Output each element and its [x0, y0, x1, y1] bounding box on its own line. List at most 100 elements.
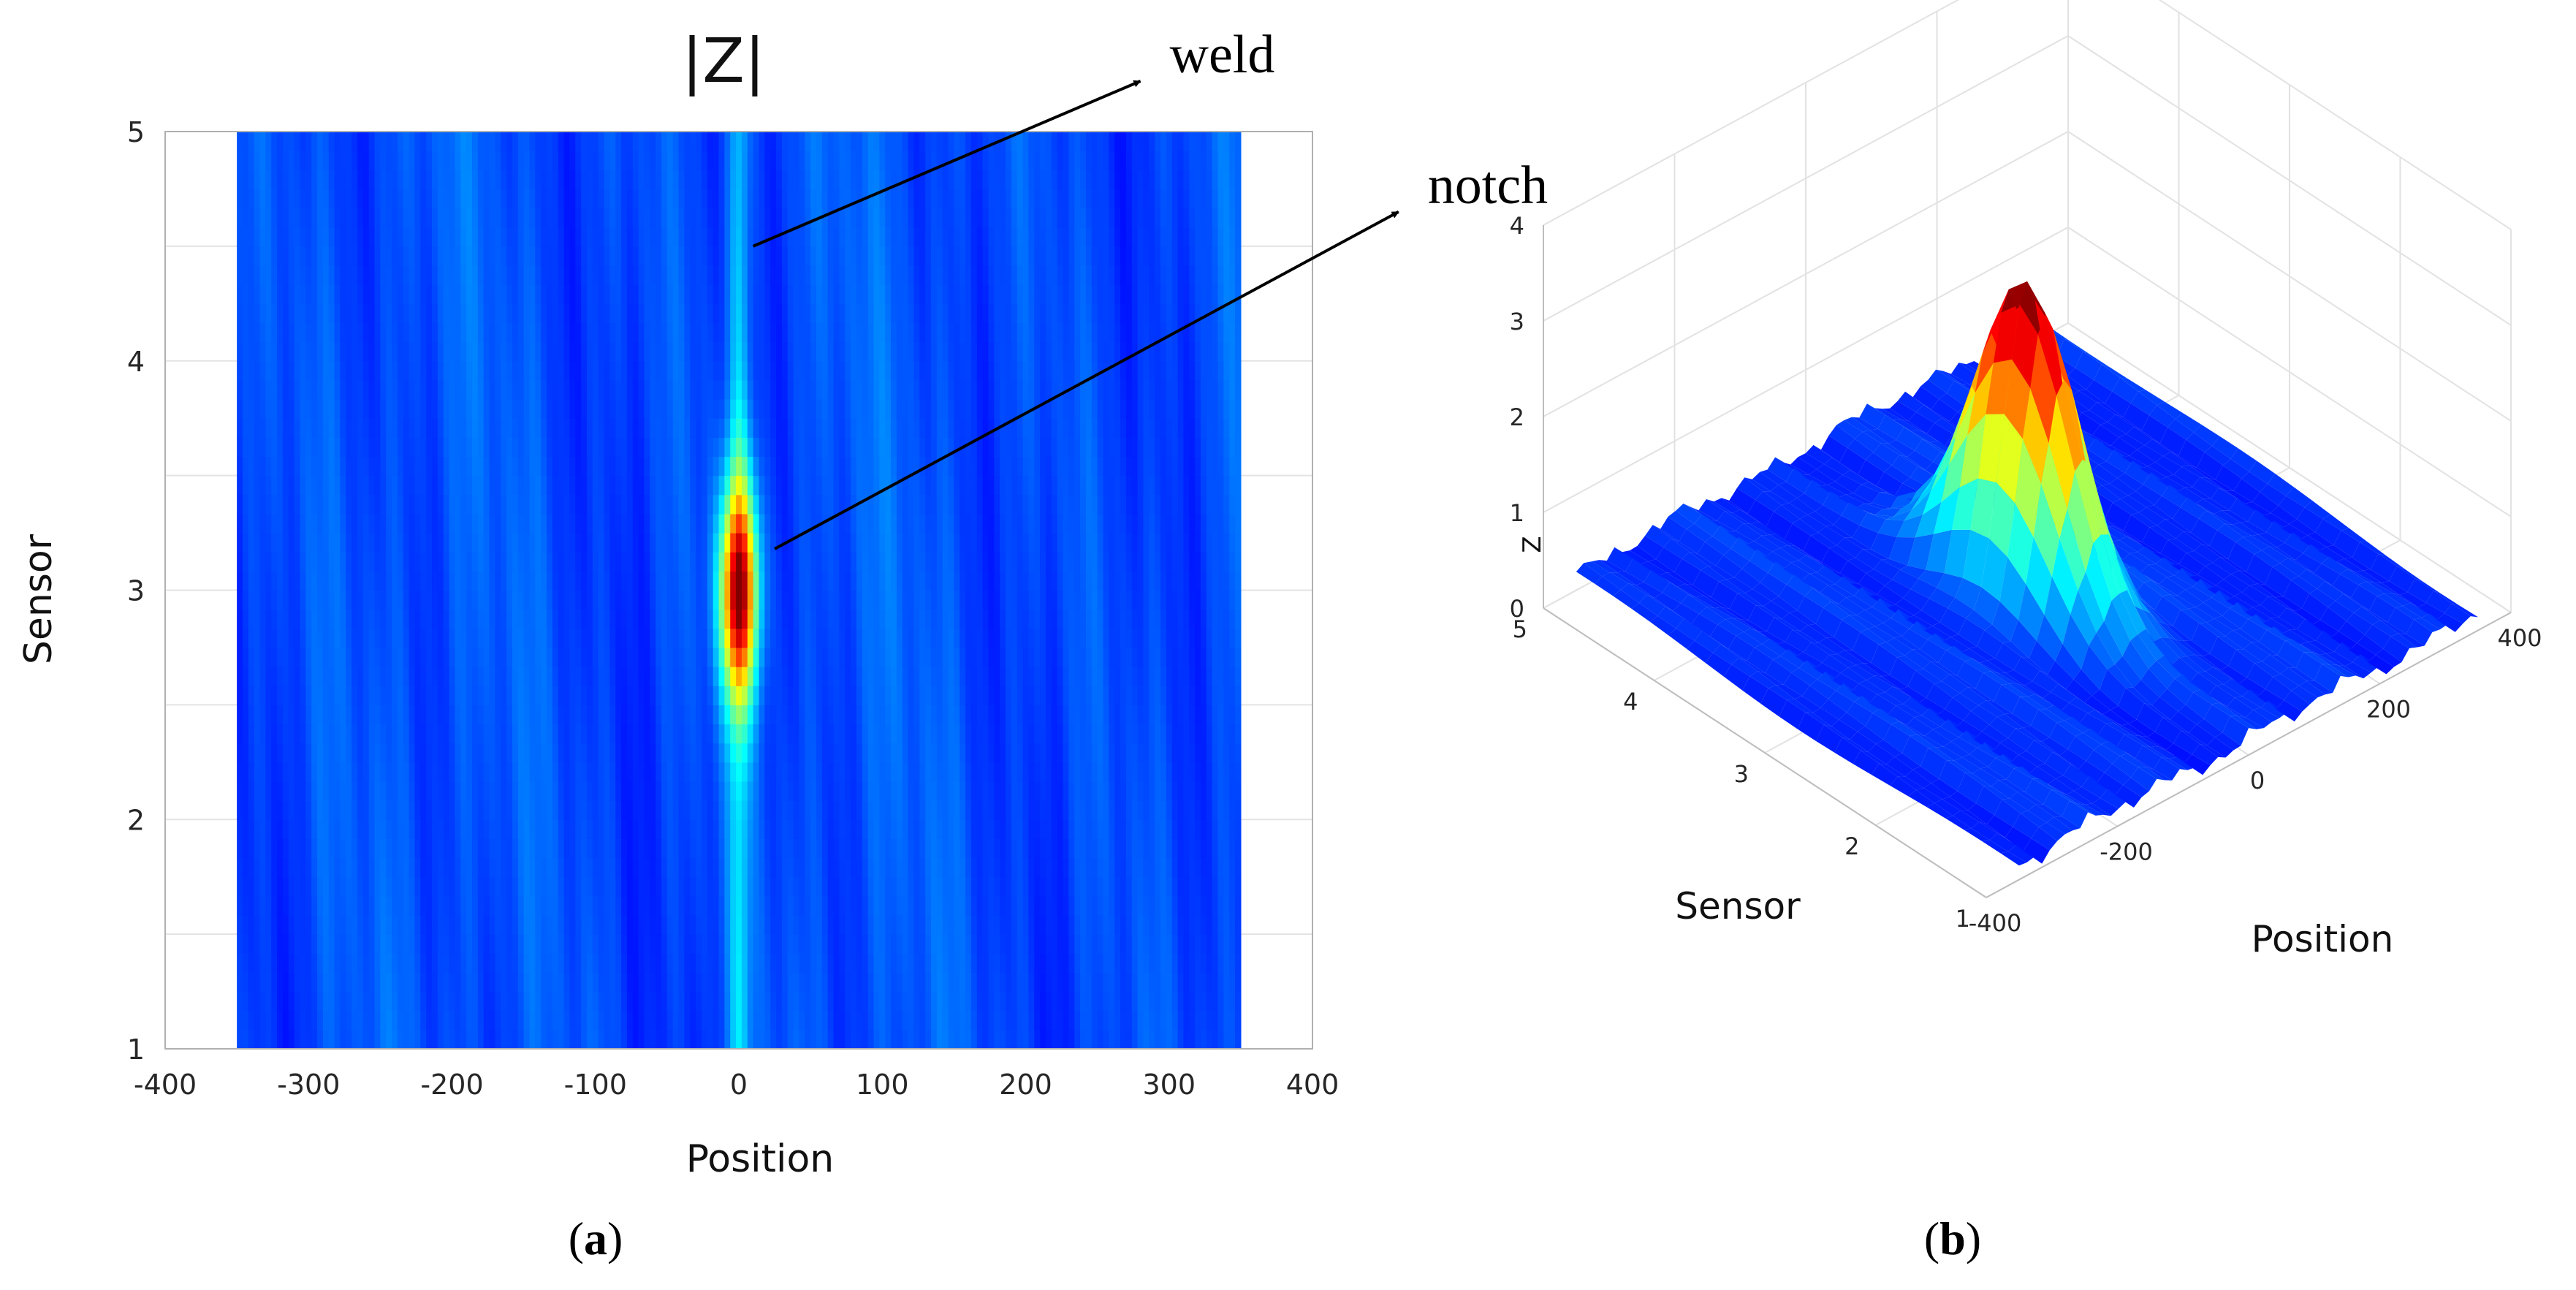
- heatmap-cell: [661, 170, 668, 190]
- heatmap-cell: [517, 341, 525, 362]
- heatmap-cell: [437, 494, 444, 515]
- heatmap-cell: [604, 934, 610, 954]
- heatmap-cell: [718, 667, 725, 686]
- heatmap-cell: [328, 246, 335, 266]
- heatmap-cell: [609, 303, 616, 324]
- heatmap-cell: [615, 934, 622, 954]
- heatmap-cell: [569, 1010, 576, 1031]
- heatmap-cell: [730, 571, 737, 591]
- heatmap-cell: [259, 838, 266, 859]
- heatmap-cell: [678, 991, 685, 1012]
- heatmap-cell: [764, 838, 771, 859]
- heatmap-cell: [368, 208, 376, 228]
- heatmap-cell: [741, 934, 748, 954]
- heatmap-cell: [352, 895, 358, 916]
- heatmap-cell: [352, 934, 358, 954]
- heatmap-cell: [701, 322, 708, 343]
- heatmap-cell: [672, 934, 680, 954]
- heatmap-cell: [352, 303, 358, 324]
- heatmap-cell: [558, 533, 565, 553]
- heatmap-cell: [776, 284, 783, 304]
- heatmap-cell: [787, 379, 794, 400]
- heatmap-cell: [277, 227, 284, 247]
- heatmap-cell: [426, 456, 433, 477]
- heatmap-cell: [265, 437, 272, 458]
- heatmap-cell: [437, 895, 444, 916]
- heatmap-cell: [718, 399, 725, 419]
- heatmap-cell: [409, 360, 416, 381]
- heatmap-cell: [805, 857, 811, 878]
- heatmap-cell: [632, 399, 639, 419]
- heatmap-cell: [443, 475, 450, 496]
- heatmap-cell: [449, 513, 456, 534]
- heatmap-cell: [626, 914, 634, 935]
- heatmap-cell: [368, 972, 376, 993]
- heatmap-cell: [443, 227, 450, 247]
- heatmap-cell: [495, 934, 501, 954]
- heatmap-cell: [632, 724, 639, 744]
- heatmap-cell: [621, 667, 628, 686]
- heatmap-cell: [632, 590, 639, 610]
- heatmap-cell: [661, 265, 668, 285]
- heatmap-cell: [397, 857, 404, 878]
- heatmap-cell: [805, 838, 811, 859]
- heatmap-cell: [821, 227, 829, 247]
- heatmap-cell: [644, 322, 650, 343]
- heatmap-cell: [535, 972, 542, 993]
- heatmap-cell: [586, 705, 593, 725]
- heatmap-cell: [506, 934, 513, 954]
- heatmap-cell: [724, 705, 731, 725]
- heatmap-cell: [294, 399, 301, 419]
- heatmap-cell: [575, 895, 582, 916]
- heatmap-cell: [317, 571, 324, 591]
- heatmap-cell: [656, 972, 662, 993]
- heatmap-cell: [392, 686, 398, 705]
- heatmap-cell: [386, 800, 392, 820]
- heatmap-cell: [311, 705, 318, 725]
- heatmap-cell: [598, 399, 605, 419]
- heatmap-cell: [672, 571, 680, 591]
- heatmap-cell: [437, 838, 444, 859]
- heatmap-cell: [615, 246, 622, 266]
- heatmap-cell: [736, 246, 742, 266]
- heatmap-cell: [770, 284, 777, 304]
- heatmap-cell: [626, 1029, 634, 1050]
- heatmap-cell: [414, 552, 421, 572]
- heatmap-cell: [288, 762, 295, 782]
- heatmap-cell: [672, 609, 680, 629]
- heatmap-cell: [455, 762, 461, 782]
- heatmap-cell: [368, 953, 376, 974]
- heatmap-cell: [305, 972, 312, 993]
- heatmap-cell: [305, 857, 312, 878]
- heatmap-cell: [317, 590, 324, 610]
- heatmap-cell: [604, 341, 610, 362]
- heatmap-cell: [443, 781, 450, 801]
- heatmap-cell: [713, 494, 720, 515]
- heatmap-cell: [346, 341, 352, 362]
- heatmap-cell: [523, 705, 531, 725]
- heatmap-cell: [776, 953, 783, 974]
- heatmap-cell: [471, 1029, 479, 1050]
- heatmap-cell: [799, 475, 805, 496]
- heatmap-cell: [558, 724, 565, 744]
- heatmap-cell: [380, 705, 387, 725]
- heatmap-cell: [409, 705, 416, 725]
- heatmap-cell: [747, 781, 754, 801]
- heatmap-cell: [477, 934, 485, 954]
- heatmap-cell: [403, 227, 410, 247]
- heatmap-cell: [403, 494, 410, 515]
- heatmap-cell: [386, 399, 392, 419]
- heatmap-cell: [759, 686, 765, 705]
- heatmap-cell: [242, 972, 249, 993]
- heatmap-cell: [799, 705, 805, 725]
- heatmap-cell: [380, 991, 387, 1012]
- heatmap-cell: [340, 456, 346, 477]
- heatmap-cell: [420, 686, 427, 705]
- heatmap-cell: [300, 819, 306, 839]
- heatmap-cell: [656, 265, 662, 285]
- heatmap-cell: [816, 494, 823, 515]
- heatmap-cell: [277, 819, 284, 839]
- heatmap-cell: [426, 819, 433, 839]
- heatmap-cell: [282, 628, 289, 648]
- heatmap-cell: [816, 762, 823, 782]
